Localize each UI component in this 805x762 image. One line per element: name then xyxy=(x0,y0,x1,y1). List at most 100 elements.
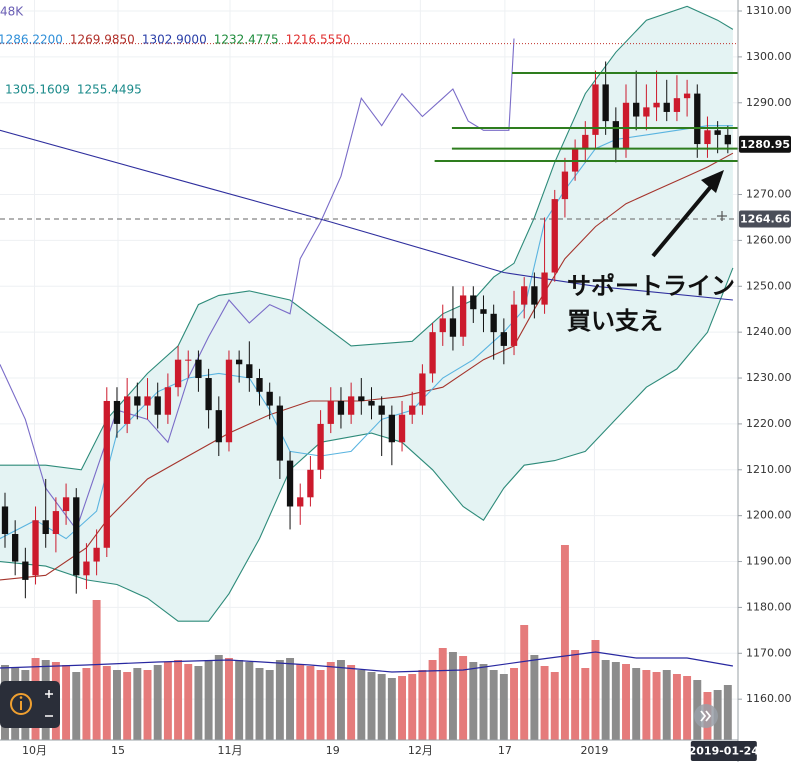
candle-body xyxy=(12,534,19,562)
candle-body xyxy=(724,134,731,145)
volume-bar xyxy=(479,664,488,740)
candle-body xyxy=(337,400,345,415)
candle-body xyxy=(185,359,192,361)
candle-body xyxy=(124,396,131,424)
volume-bar xyxy=(540,666,549,740)
legend-value: 48K xyxy=(0,5,24,19)
candle-body xyxy=(134,396,141,406)
legend-value: 1269.9850 xyxy=(70,33,135,47)
candle-body xyxy=(521,286,528,305)
candle-body xyxy=(663,102,670,112)
price-label: 1280.95 xyxy=(740,138,790,151)
volume-bar xyxy=(683,676,692,740)
candle-body xyxy=(154,396,161,415)
candle-body xyxy=(704,130,711,145)
x-tick-label: 15 xyxy=(111,744,125,757)
volume-bar xyxy=(510,668,518,740)
zoom-in-button[interactable] xyxy=(45,690,53,698)
candle-body xyxy=(368,400,375,406)
candle-body xyxy=(144,396,151,406)
scroll-to-latest-button[interactable] xyxy=(694,704,718,728)
y-tick-label: 1230.00 xyxy=(746,371,792,384)
price-label-box xyxy=(739,210,791,228)
date-label-box xyxy=(690,741,757,761)
candle-body xyxy=(297,497,304,507)
volume-bar xyxy=(550,672,559,740)
y-tick-label: 1220.00 xyxy=(746,417,792,430)
candle-body xyxy=(439,318,446,333)
candle-body xyxy=(531,286,538,305)
volume-bar xyxy=(235,660,244,740)
volume-bar xyxy=(72,672,81,740)
volume-bar xyxy=(469,662,478,740)
volume-bar xyxy=(652,672,661,740)
x-tick-label: 17 xyxy=(498,744,512,757)
volume-bar xyxy=(265,670,274,740)
volume-bar xyxy=(316,670,325,740)
candle-body xyxy=(480,309,487,314)
y-tick-label: 1260.00 xyxy=(746,233,792,246)
volume-bar xyxy=(672,674,681,740)
y-tick-label: 1300.00 xyxy=(746,50,792,63)
volume-bar xyxy=(459,656,468,740)
indicator-line xyxy=(0,129,733,301)
candle-body xyxy=(22,561,29,580)
candle-body xyxy=(32,520,39,576)
candle-body xyxy=(459,295,467,337)
candle-body xyxy=(683,93,691,99)
candle-body xyxy=(307,469,314,498)
volume-bar xyxy=(611,662,620,740)
volume-bar xyxy=(601,660,610,740)
volume-bar xyxy=(632,668,641,740)
candle-body xyxy=(541,272,548,305)
volume-bar xyxy=(275,660,284,740)
plot-area xyxy=(0,0,738,740)
volume-bar xyxy=(530,655,539,740)
legend-value: 1232.4775 xyxy=(214,33,279,47)
volume-bar xyxy=(224,658,233,740)
candle-body xyxy=(582,134,589,149)
volume-bar xyxy=(367,672,376,740)
annotation-arrowhead xyxy=(701,170,724,193)
price-label: 1264.66 xyxy=(740,213,790,226)
y-tick-label: 1190.00 xyxy=(746,555,792,568)
candle-body xyxy=(490,313,497,333)
candle-body xyxy=(653,102,660,108)
x-tick-label: 19 xyxy=(326,744,340,757)
legend-value: 1305.1609 xyxy=(5,83,70,97)
overlay: サポートライン 買い支え xyxy=(0,170,735,728)
candle-body xyxy=(83,561,90,576)
candle-body xyxy=(429,332,436,374)
volume-bar xyxy=(296,664,305,740)
volume-bar xyxy=(214,655,223,740)
candle-body xyxy=(592,84,599,135)
legend: 48K 1286.2200 1269.9850 1302.9000 1232.4775 1… xyxy=(0,5,351,97)
candle-body xyxy=(164,387,172,415)
volume-bar xyxy=(306,666,315,740)
candle-body xyxy=(62,497,70,512)
volume-bar xyxy=(418,670,427,740)
y-tick-label: 1170.00 xyxy=(746,646,792,659)
volume-bar xyxy=(113,670,121,740)
candle-body xyxy=(694,93,701,145)
volume-bar xyxy=(92,600,101,740)
candle-body xyxy=(205,378,212,411)
volume-bar xyxy=(520,625,529,740)
candle-body xyxy=(317,423,324,470)
volume-bar xyxy=(398,676,407,740)
volume-bar xyxy=(357,670,366,740)
candle-body xyxy=(419,373,426,406)
candle-body xyxy=(52,511,60,535)
volume-bar xyxy=(163,662,172,740)
volume-bar xyxy=(387,678,396,740)
volume-bar xyxy=(571,650,580,740)
volume-bar xyxy=(123,672,132,740)
candle-body xyxy=(561,171,569,200)
volume-bar xyxy=(204,660,213,740)
candle-body xyxy=(174,359,182,388)
volume-bar xyxy=(133,668,142,740)
candle-body xyxy=(510,304,518,346)
info-button[interactable] xyxy=(10,693,32,715)
candle-body xyxy=(276,405,284,461)
candle-body xyxy=(633,102,640,117)
